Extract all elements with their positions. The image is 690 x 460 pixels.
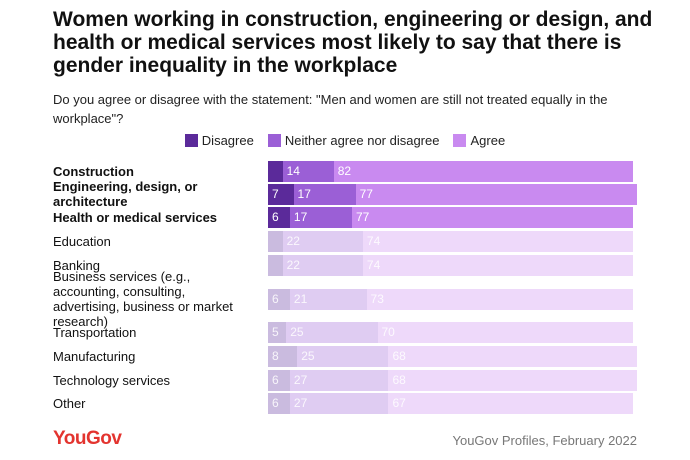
data-label: 25 xyxy=(301,348,315,363)
category-label: Health or medical services xyxy=(53,209,218,225)
category-label: Engineering, design, or architecture xyxy=(53,179,198,209)
bar-segment xyxy=(282,230,363,252)
data-label: 17 xyxy=(297,186,311,201)
bar-segment xyxy=(289,288,367,310)
bar-segment xyxy=(282,254,363,276)
data-label: 67 xyxy=(392,395,406,410)
data-label: 74 xyxy=(366,233,381,248)
bar-segment xyxy=(297,345,389,367)
bar-segment xyxy=(268,369,290,391)
data-label: 82 xyxy=(337,163,352,178)
legend-swatch xyxy=(453,134,467,147)
category-label: Business services (e.g., accounting, con… xyxy=(53,269,233,329)
category-label: Manufacturing xyxy=(53,348,136,364)
legend: Disagree Neither agree nor disagree Agree xyxy=(0,133,690,148)
bar-segment xyxy=(268,254,283,276)
bar-segment xyxy=(293,183,356,205)
legend-item: Disagree xyxy=(184,133,254,148)
category-label: Transportation xyxy=(53,324,137,340)
bar-segment xyxy=(268,160,283,182)
bar-segment xyxy=(268,392,290,414)
data-label: 22 xyxy=(286,233,300,248)
bar-segment xyxy=(388,345,637,367)
data-label: 77 xyxy=(355,209,370,224)
category-label: Banking xyxy=(53,257,100,273)
bar-segment xyxy=(286,321,378,343)
data-label: 5 xyxy=(272,324,279,339)
legend-label: Agree xyxy=(470,133,506,148)
legend-swatch xyxy=(184,134,198,147)
data-label: 21 xyxy=(293,291,308,306)
bar-segment xyxy=(333,160,633,182)
legend-item: Agree xyxy=(453,133,505,148)
brand-logo: YouGov xyxy=(53,428,122,449)
data-label: 14 xyxy=(286,163,300,178)
bar-segment xyxy=(268,288,290,310)
data-label: 6 xyxy=(272,395,279,410)
bar-segment xyxy=(388,392,633,414)
data-label: 7 xyxy=(272,186,279,201)
bar-segment xyxy=(268,230,283,252)
bar-segment xyxy=(377,321,633,343)
legend-item: Neither agree nor disagree xyxy=(267,133,440,148)
bar-segment xyxy=(388,369,637,391)
bar-segment xyxy=(268,206,290,228)
data-label: 25 xyxy=(290,324,304,339)
chart-title: Women working in construction, engineeri… xyxy=(53,8,653,77)
data-label: 68 xyxy=(392,348,406,363)
bar-segment xyxy=(268,345,298,367)
bar-segment xyxy=(351,206,633,228)
chart-subtitle: Do you agree or disagree with the statem… xyxy=(53,92,608,126)
data-label: 6 xyxy=(272,209,279,224)
data-label: 27 xyxy=(293,372,308,387)
data-label: 74 xyxy=(366,257,381,272)
bar-segment xyxy=(289,206,352,228)
bar-segment xyxy=(362,230,633,252)
category-label: Construction xyxy=(53,163,134,179)
legend-swatch xyxy=(267,134,281,147)
bar-segment xyxy=(366,288,633,310)
data-label: 6 xyxy=(272,372,279,387)
bar-segment xyxy=(289,369,389,391)
data-label: 22 xyxy=(286,257,300,272)
legend-label: Neither agree nor disagree xyxy=(284,133,440,148)
bar-segment xyxy=(362,254,633,276)
bar-segment xyxy=(268,321,287,343)
category-label: Other xyxy=(53,395,86,411)
category-label: Education xyxy=(53,233,111,249)
data-label: 70 xyxy=(381,324,395,339)
legend-label: Disagree xyxy=(201,133,254,148)
data-label: 6 xyxy=(272,291,279,306)
bar-segment xyxy=(282,160,334,182)
data-label: 77 xyxy=(359,186,373,201)
data-label: 68 xyxy=(392,372,406,387)
source: YouGov Profiles, February 2022 xyxy=(452,433,637,448)
bar-segment xyxy=(289,392,389,414)
data-label: 17 xyxy=(293,209,308,224)
data-label: 73 xyxy=(370,291,384,306)
data-label: 27 xyxy=(293,395,308,410)
category-label: Technology services xyxy=(53,372,171,388)
bar-segment xyxy=(355,183,637,205)
data-label: 8 xyxy=(272,348,279,363)
bar-segment xyxy=(268,183,294,205)
